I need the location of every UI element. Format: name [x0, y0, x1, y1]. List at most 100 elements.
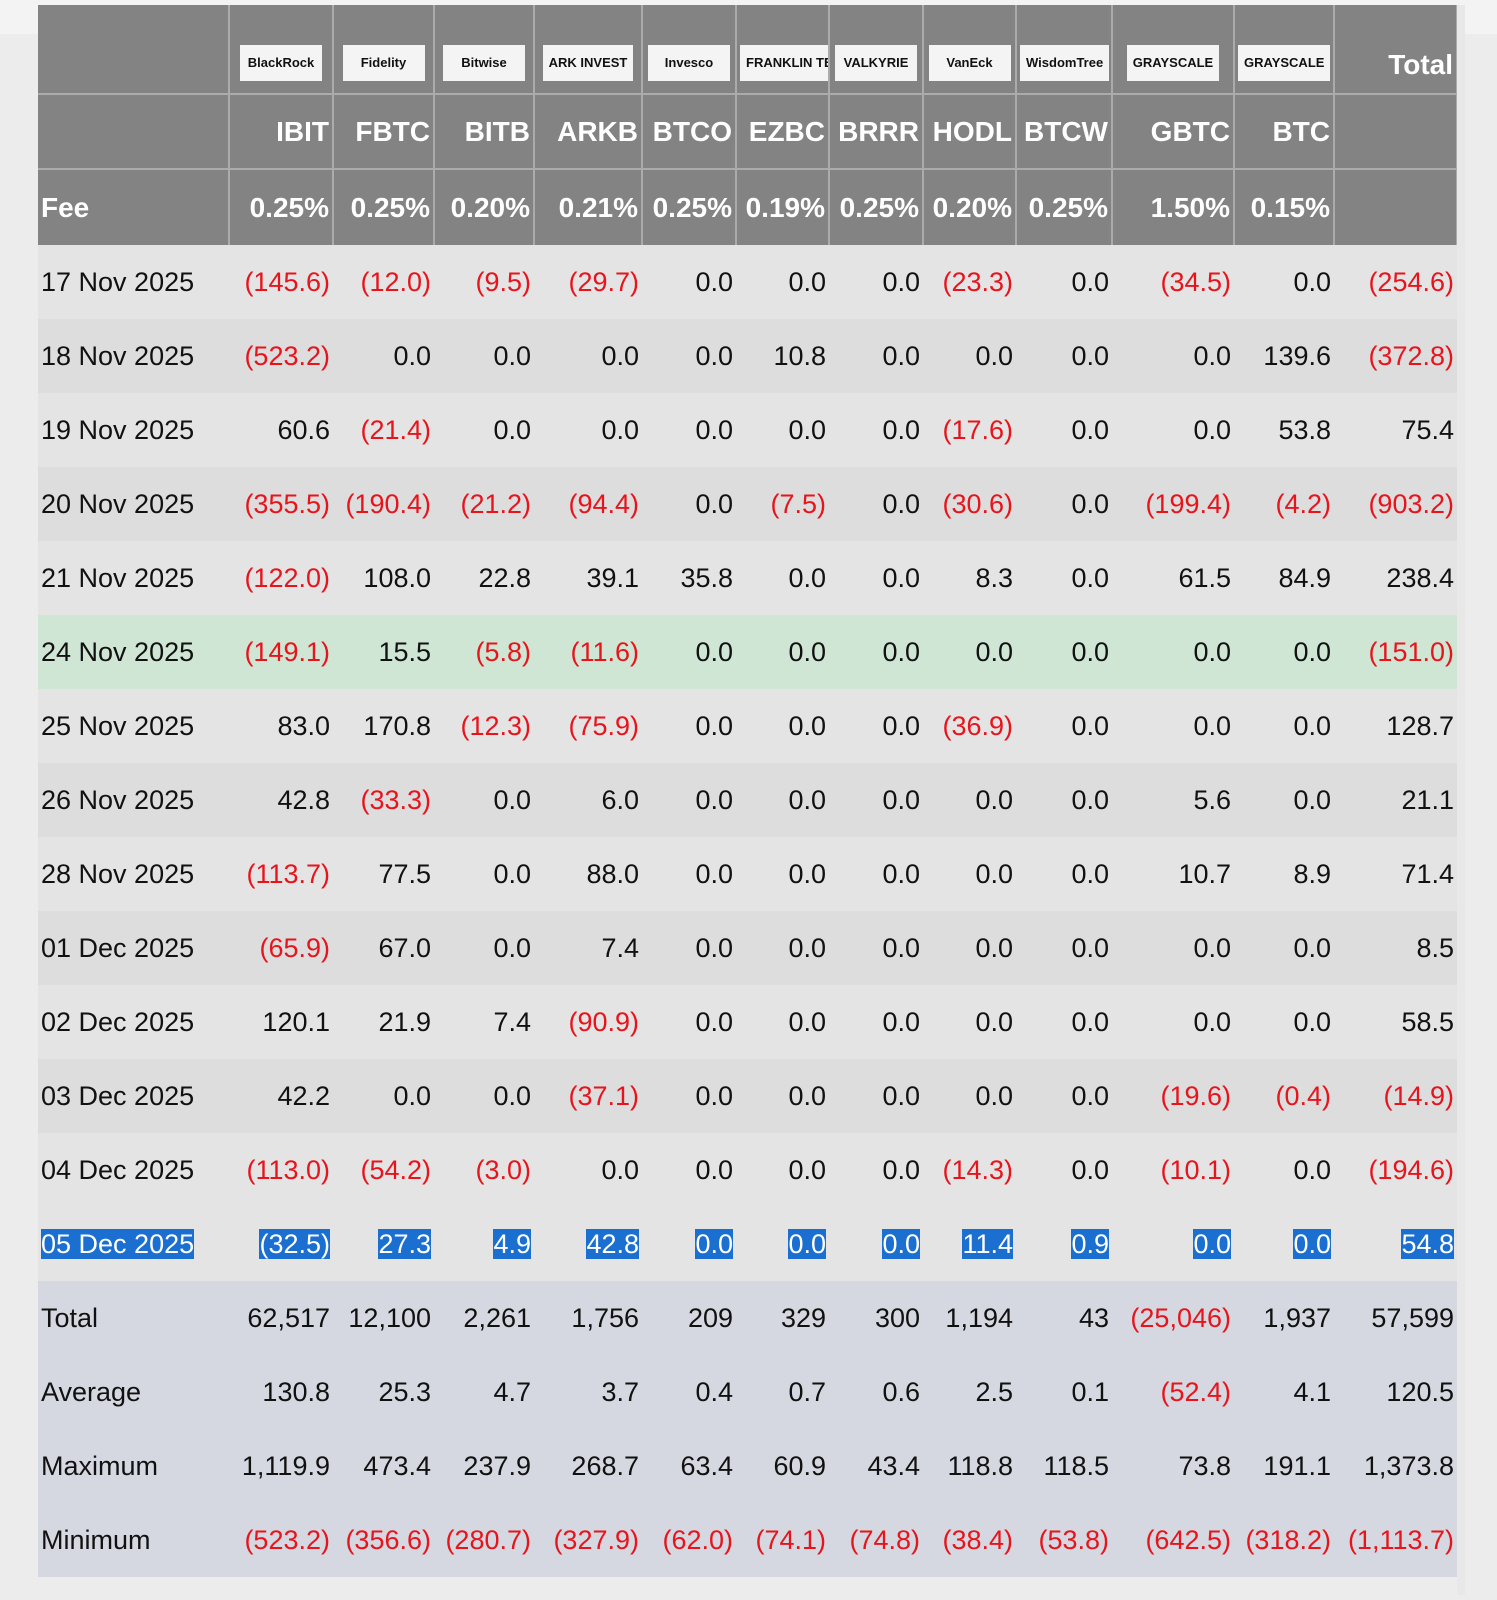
flow-value: 0.0 [882, 858, 920, 889]
logo-cell: ARK INVEST [534, 5, 643, 95]
row-date: 28 Nov 2025 [41, 858, 195, 889]
ticker-ezbc[interactable]: EZBC [736, 94, 830, 170]
logos-row: BlackRock Fidelity Bitwise ARK INVEST Invesc… [38, 5, 1458, 95]
table-row[interactable]: 24 Nov 2025 (149.1) 15.5 (5.8) (11.6) 0.0 0.0 0… [38, 615, 1457, 689]
flow-cell: 0.0 [1234, 1133, 1334, 1207]
summary-cell: (52.4) [1160, 1376, 1231, 1407]
flow-cell: 0.0 [1016, 837, 1112, 911]
flow-cell: 139.6 [1234, 319, 1334, 393]
flow-cell: (5.8) [434, 615, 534, 689]
flow-value: 0.0 [788, 932, 826, 963]
flow-value: (10.1) [1160, 1154, 1231, 1185]
flow-cell: 8.3 [923, 541, 1016, 615]
flow-value: 0.0 [695, 858, 733, 889]
flow-value: 0.0 [493, 932, 531, 963]
flow-cell: 7.4 [534, 911, 642, 985]
flow-value: (11.6) [570, 636, 639, 667]
summary-cell: 268.7 [571, 1450, 639, 1481]
table-row[interactable]: 18 Nov 2025 (523.2) 0.0 0.0 0.0 0.0 10.8 0.0 0.0… [38, 319, 1457, 393]
flow-cell: 0.0 [829, 393, 923, 467]
flow-cell: (145.6) [229, 245, 333, 319]
ticker-arkb[interactable]: ARKB [534, 94, 643, 170]
fund-logo-7: VALKYRIE [835, 45, 917, 81]
ticker-btcw[interactable]: BTCW [1016, 94, 1113, 170]
flow-cell: 0.0 [333, 1059, 434, 1133]
flow-value: (32.5) [259, 1228, 330, 1259]
flow-value: 0.0 [975, 932, 1013, 963]
flow-value: 0.0 [1193, 710, 1231, 741]
flow-cell: (21.2) [434, 467, 534, 541]
flow-cell: (122.0) [229, 541, 333, 615]
table-row[interactable]: 01 Dec 2025 (65.9) 67.0 0.0 7.4 0.0 0.0 0.0 0.0 0… [38, 911, 1457, 985]
ticker-fbtc[interactable]: FBTC [333, 94, 435, 170]
flow-cell: 0.0 [642, 467, 736, 541]
flow-cell: 0.0 [434, 1059, 534, 1133]
flow-cell: 108.0 [333, 541, 434, 615]
flow-value: 0.0 [1293, 1228, 1331, 1259]
flow-cell: 0.0 [1112, 615, 1234, 689]
flow-value: 0.0 [1193, 932, 1231, 963]
fee-cell: 0.25% [229, 169, 334, 245]
flow-cell: 0.0 [923, 837, 1016, 911]
flow-cell: 0.0 [923, 615, 1016, 689]
flow-value: 0.0 [788, 1006, 826, 1037]
table-row[interactable]: 25 Nov 2025 83.0 170.8 (12.3) (75.9) 0.0 0.0 0.… [38, 689, 1457, 763]
flow-cell: 27.3 [333, 1207, 434, 1281]
flow-cell: 0.0 [642, 985, 736, 1059]
flow-value: 0.0 [975, 340, 1013, 371]
table-row[interactable]: 19 Nov 2025 60.6 (21.4) 0.0 0.0 0.0 0.0 0.0 (17.… [38, 393, 1457, 467]
flow-cell: 0.0 [434, 837, 534, 911]
flow-value: 42.2 [277, 1080, 330, 1111]
flow-value: 0.0 [882, 414, 920, 445]
flow-value: 60.6 [277, 414, 330, 445]
flow-cell: 0.0 [736, 245, 829, 319]
flow-value: 0.0 [695, 1228, 733, 1259]
fee-cell: 0.25% [1016, 169, 1113, 245]
table-row[interactable]: 04 Dec 2025 (113.0) (54.2) (3.0) 0.0 0.0 0.0 0.… [38, 1133, 1457, 1207]
flow-value: 21.1 [1401, 784, 1454, 815]
flow-cell: (4.2) [1234, 467, 1334, 541]
table-row[interactable]: 17 Nov 2025 (145.6) (12.0) (9.5) (29.7) 0.0 0.… [38, 245, 1457, 319]
fees-row: Fee 0.25% 0.25% 0.20% 0.21% 0.25% 0.19% 0.25% 0.… [38, 169, 1458, 245]
flow-value: 0.0 [882, 636, 920, 667]
flow-value: 21.9 [378, 1006, 431, 1037]
row-date-cell: 20 Nov 2025 [38, 467, 229, 541]
flow-value: (355.5) [244, 488, 330, 519]
ticker-brrr[interactable]: BRRR [829, 94, 924, 170]
flow-cell: 120.1 [229, 985, 333, 1059]
summary-cell: 118.5 [1043, 1450, 1109, 1481]
tickers-corner-cell [38, 94, 230, 170]
ticker-bitb[interactable]: BITB [434, 94, 535, 170]
table-row[interactable]: 03 Dec 2025 42.2 0.0 0.0 (37.1) 0.0 0.0 0.0 0.0 0… [38, 1059, 1457, 1133]
flow-value: (372.8) [1368, 340, 1454, 371]
flow-value: 39.1 [586, 562, 639, 593]
flow-cell: (19.6) [1112, 1059, 1234, 1133]
fee-cell: 0.25% [829, 169, 924, 245]
summary-cell: 300 [874, 1302, 920, 1333]
flow-cell: 22.8 [434, 541, 534, 615]
flow-cell: (37.1) [534, 1059, 642, 1133]
ticker-btc[interactable]: BTC [1234, 94, 1335, 170]
flow-cell: 0.0 [923, 1059, 1016, 1133]
table-row[interactable]: 02 Dec 2025 120.1 21.9 7.4 (90.9) 0.0 0.0 0.0 0.… [38, 985, 1457, 1059]
summary-cell: (1,113.7) [1347, 1524, 1454, 1555]
fund-logo-6: FRANKLIN TEMPLETON [740, 45, 827, 81]
row-date-cell: 01 Dec 2025 [38, 911, 229, 985]
flow-value: 0.0 [975, 1006, 1013, 1037]
summary-cell: (523.2) [244, 1524, 330, 1555]
table-row[interactable]: 28 Nov 2025 (113.7) 77.5 0.0 88.0 0.0 0.0 0.0 0.… [38, 837, 1457, 911]
flow-cell: (17.6) [923, 393, 1016, 467]
table-row[interactable]: 26 Nov 2025 42.8 (33.3) 0.0 6.0 0.0 0.0 0.0 0.0 0… [38, 763, 1457, 837]
table-row[interactable]: 21 Nov 2025 (122.0) 108.0 22.8 39.1 35.8 0.0 0.… [38, 541, 1457, 615]
summary-cell: 1,756 [571, 1302, 639, 1333]
flow-value: 0.0 [1071, 858, 1109, 889]
summary-cell: (280.7) [445, 1524, 531, 1555]
table-row[interactable]: 05 Dec 2025 (32.5) 27.3 4.9 42.8 0.0 0.0 0.0 11.… [38, 1207, 1457, 1281]
ticker-ibit[interactable]: IBIT [229, 94, 334, 170]
ticker-hodl[interactable]: HODL [923, 94, 1017, 170]
ticker-btco[interactable]: BTCO [642, 94, 737, 170]
flow-cell: 0.0 [736, 837, 829, 911]
flow-value: (65.9) [259, 932, 330, 963]
table-row[interactable]: 20 Nov 2025 (355.5) (190.4) (21.2) (94.4) 0.0… [38, 467, 1457, 541]
ticker-gbtc[interactable]: GBTC [1112, 94, 1235, 170]
